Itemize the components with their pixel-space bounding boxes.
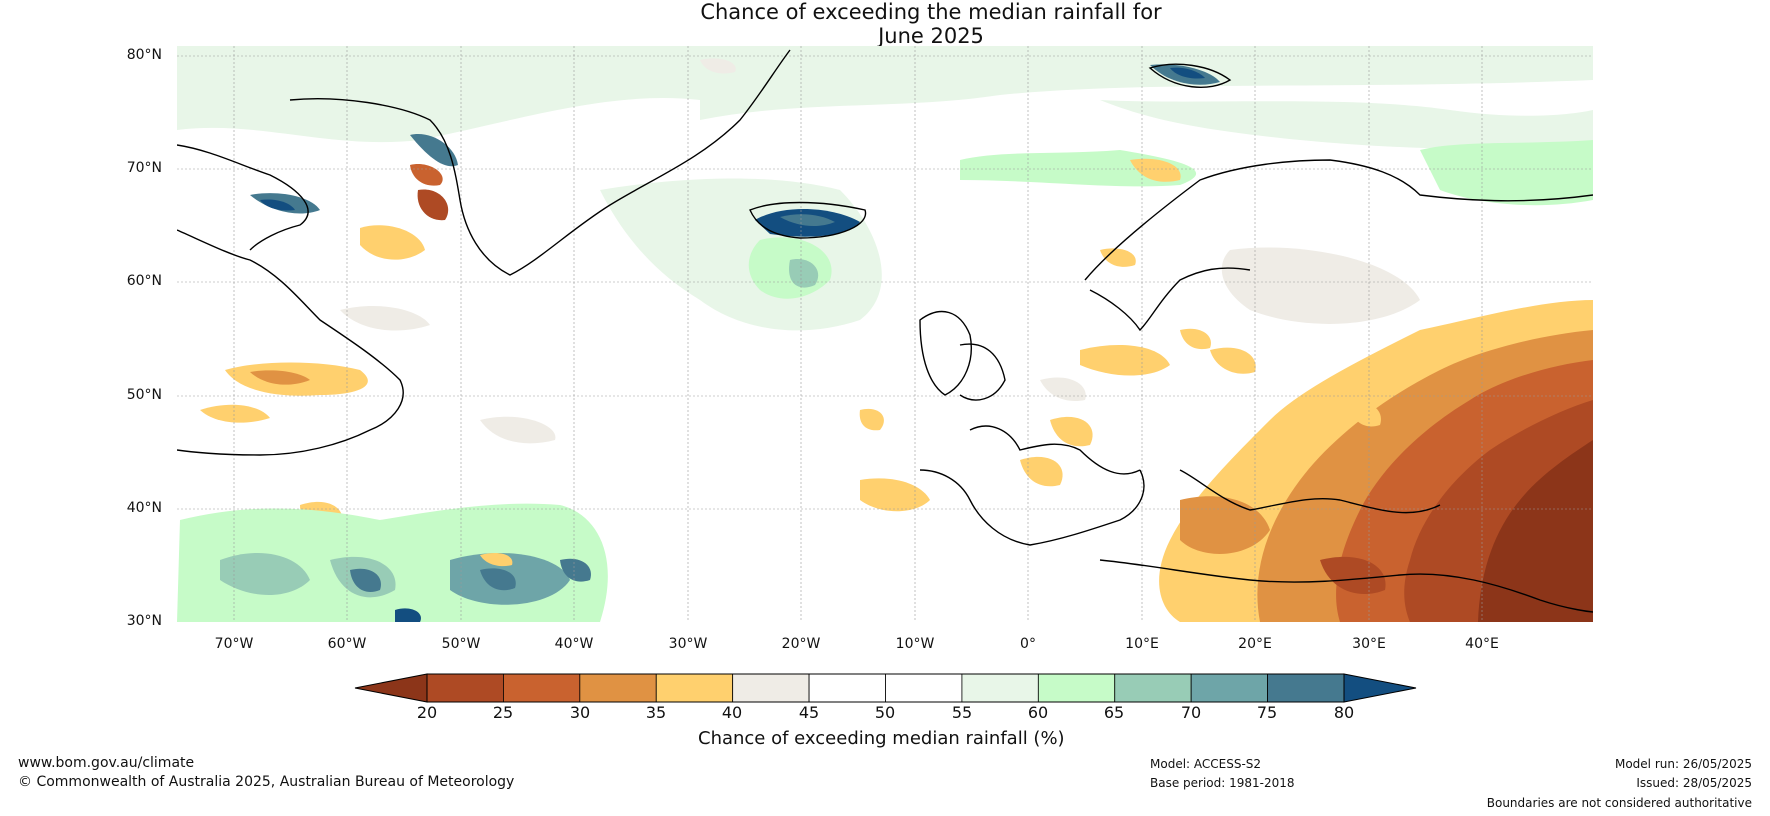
lat-label-50n: 50°N — [126, 387, 162, 403]
colorbar-swatch — [579, 673, 657, 703]
lon-label-40w: 40°W — [554, 636, 594, 652]
colorbar-swatch — [961, 673, 1039, 703]
lat-label-40n: 40°N — [126, 500, 162, 516]
lon-label-60w: 60°W — [327, 636, 367, 652]
colorbar-tick-30: 30 — [569, 703, 591, 722]
colorbar-tick-55: 55 — [951, 703, 973, 722]
colorbar-swatch — [426, 673, 504, 703]
copyright-text: © Commonwealth of Australia 2025, Austra… — [18, 774, 515, 790]
colorbar-tick-80: 80 — [1333, 703, 1355, 722]
lon-label-40e: 40°E — [1465, 636, 1499, 652]
lon-label-70w: 70°W — [214, 636, 254, 652]
lat-label-60n: 60°N — [126, 273, 162, 289]
map-title: Chance of exceeding the median rainfall … — [0, 0, 1770, 48]
colorbar-tick-25: 25 — [492, 703, 514, 722]
issued-text: Issued: 28/05/2025 — [1636, 776, 1752, 790]
colorbar-tick-65: 65 — [1103, 703, 1125, 722]
colorbar-extend-high — [1343, 673, 1417, 703]
colorbar-swatch — [808, 673, 886, 703]
lon-label-10e: 10°E — [1125, 636, 1159, 652]
lon-label-30e: 30°E — [1352, 636, 1386, 652]
colorbar-swatch — [1037, 673, 1116, 703]
colorbar-tick-75: 75 — [1256, 703, 1278, 722]
colorbar-label: Chance of exceeding median rainfall (%) — [698, 728, 1065, 749]
rainfall-layer — [177, 46, 1593, 622]
website-text: www.bom.gov.au/climate — [18, 755, 195, 771]
colorbar-tick-35: 35 — [645, 703, 667, 722]
lon-label-0: 0° — [1020, 636, 1036, 652]
title-line-1: Chance of exceeding the median rainfall … — [700, 0, 1162, 24]
lat-label-30n: 30°N — [126, 613, 162, 629]
colorbar-swatch — [655, 673, 734, 703]
lat-label-80n: 80°N — [126, 47, 162, 63]
colorbar-tick-45: 45 — [798, 703, 820, 722]
colorbar-tick-50: 50 — [874, 703, 896, 722]
colorbar-swatch — [732, 673, 810, 703]
colorbar-swatch — [885, 673, 963, 703]
base-period-text: Base period: 1981-2018 — [1150, 776, 1295, 790]
colorbar-extend-low — [354, 673, 428, 703]
coastlines — [177, 49, 1593, 613]
lon-label-20e: 20°E — [1238, 636, 1272, 652]
colorbar-swatch — [1267, 673, 1345, 703]
lon-label-20w: 20°W — [781, 636, 821, 652]
disclaimer-text: Boundaries are not considered authoritat… — [1486, 796, 1752, 810]
lat-label-70n: 70°N — [126, 160, 162, 176]
colorbar-tick-40: 40 — [721, 703, 743, 722]
lon-label-30w: 30°W — [668, 636, 708, 652]
title-line-2: June 2025 — [878, 24, 984, 48]
model-run-text: Model run: 26/05/2025 — [1614, 757, 1752, 771]
colorbar-tick-20: 20 — [416, 703, 438, 722]
lon-label-10w: 10°W — [895, 636, 935, 652]
model-text: Model: ACCESS-S2 — [1150, 757, 1262, 771]
colorbar — [354, 673, 1417, 703]
colorbar-tick-60: 60 — [1027, 703, 1049, 722]
colorbar-swatch — [1114, 673, 1192, 703]
colorbar-tick-70: 70 — [1180, 703, 1202, 722]
graticule — [177, 46, 1593, 622]
lon-label-50w: 50°W — [441, 636, 481, 652]
colorbar-swatch — [1190, 673, 1268, 703]
colorbar-swatch — [503, 673, 581, 703]
